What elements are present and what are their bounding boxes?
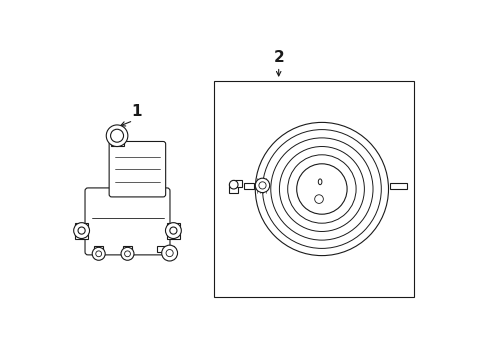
Bar: [233, 180, 241, 187]
Bar: [94, 246, 103, 252]
Circle shape: [78, 227, 85, 234]
Circle shape: [110, 129, 123, 142]
Bar: [389, 183, 406, 189]
Bar: [213, 81, 413, 297]
Circle shape: [162, 245, 177, 261]
Circle shape: [258, 182, 265, 189]
Circle shape: [255, 122, 387, 256]
Bar: [110, 137, 123, 146]
Bar: [229, 184, 238, 193]
Text: 2: 2: [273, 50, 284, 65]
Circle shape: [96, 251, 102, 257]
Circle shape: [166, 249, 173, 257]
FancyBboxPatch shape: [109, 141, 165, 197]
Bar: [75, 222, 88, 239]
Circle shape: [121, 247, 134, 260]
Circle shape: [165, 222, 181, 239]
Circle shape: [314, 195, 323, 203]
FancyBboxPatch shape: [85, 188, 170, 255]
Circle shape: [229, 180, 238, 189]
Bar: [244, 183, 254, 189]
Bar: [167, 222, 179, 239]
Bar: [157, 246, 174, 252]
Bar: [123, 246, 132, 252]
Circle shape: [74, 222, 89, 239]
Circle shape: [124, 251, 130, 257]
Circle shape: [169, 227, 177, 234]
Circle shape: [106, 125, 127, 147]
Text: 1: 1: [131, 104, 142, 119]
Circle shape: [92, 247, 105, 260]
Circle shape: [255, 178, 269, 193]
Circle shape: [296, 164, 346, 214]
